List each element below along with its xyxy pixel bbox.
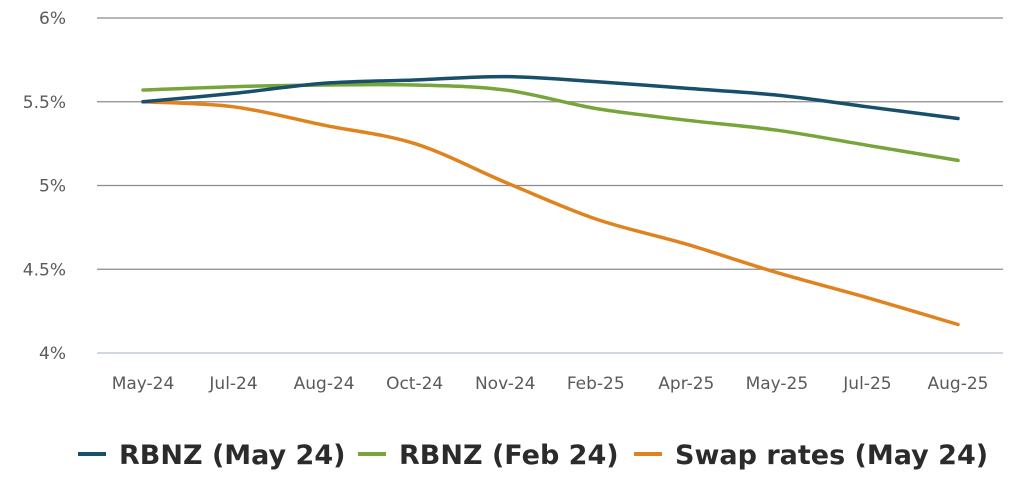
y-tick-label: 4%	[39, 344, 66, 364]
legend: RBNZ (May 24) RBNZ (Feb 24) Swap rates (Ma…	[78, 440, 988, 471]
x-tick-label: Aug-25	[928, 374, 989, 394]
y-tick-label: 4.5%	[23, 260, 66, 280]
series-lines	[141, 74, 960, 327]
x-tick-label: Aug-24	[294, 374, 355, 394]
x-tick-label: May-24	[112, 374, 175, 394]
x-tick-label: Oct-24	[386, 374, 443, 394]
y-tick-label: 6%	[39, 9, 66, 29]
legend-label: RBNZ (May 24)	[119, 440, 345, 471]
x-axis-ticks: May-24 Jul-24 Aug-24 Oct-24 Nov-24 Feb-25 Apr-…	[112, 374, 989, 394]
legend-label: RBNZ (Feb 24)	[399, 440, 619, 471]
x-tick-label: Feb-25	[567, 374, 625, 394]
gridlines	[97, 17, 1003, 354]
y-tick-label: 5.5%	[23, 93, 66, 113]
series-line-0	[141, 74, 960, 121]
x-tick-label: Nov-24	[475, 374, 536, 394]
series-line-1	[141, 82, 960, 163]
y-axis-ticks: 6% 5.5% 5% 4.5% 4%	[23, 9, 66, 364]
x-tick-label: May-25	[746, 374, 809, 394]
x-tick-label: Apr-25	[658, 374, 714, 394]
x-tick-label: Jul-24	[208, 374, 257, 394]
legend-label: Swap rates (May 24)	[675, 440, 988, 471]
x-tick-label: Jul-25	[842, 374, 891, 394]
y-tick-label: 5%	[39, 177, 66, 197]
series-line-2	[141, 100, 960, 327]
